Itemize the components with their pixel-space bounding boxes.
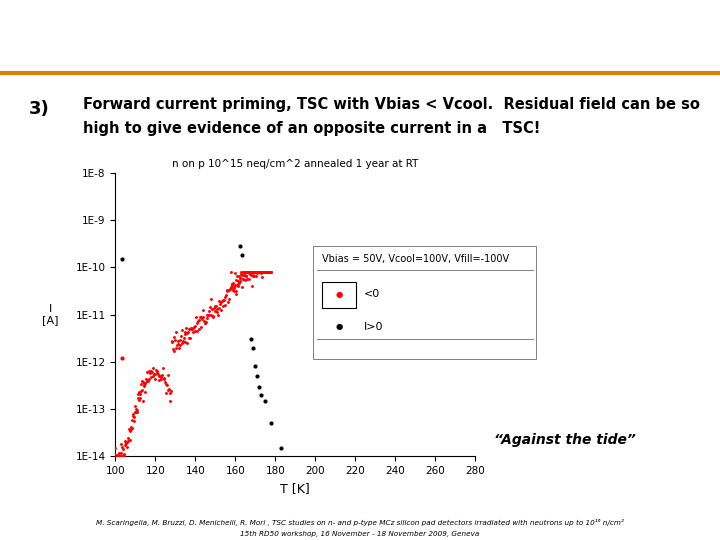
Text: 3): 3): [29, 100, 50, 118]
Text: Forward current priming, TSC with Vbias < Vcool.  Residual field can be so: Forward current priming, TSC with Vbias …: [83, 97, 700, 112]
Text: Vbias = 50V, Vcool=100V, Vfill=-100V: Vbias = 50V, Vcool=100V, Vfill=-100V: [322, 254, 509, 264]
Y-axis label: I
[A]: I [A]: [42, 303, 58, 325]
Text: “Against the tide”: “Against the tide”: [495, 433, 636, 447]
Title: n on p 10^15 neq/cm^2 annealed 1 year at RT: n on p 10^15 neq/cm^2 annealed 1 year at…: [172, 159, 418, 169]
X-axis label: T [K]: T [K]: [280, 482, 310, 495]
Text: I>0: I>0: [364, 322, 383, 332]
Text: ●: ●: [336, 290, 343, 299]
Text: 15th RD50 workshop, 16 November - 18 November 2009, Geneva: 15th RD50 workshop, 16 November - 18 Nov…: [240, 531, 480, 537]
Text: <0: <0: [364, 289, 380, 299]
Text: M. Scaringella, M. Bruzzi, D. Menichelli, R. Mori , TSC studies on n- and p-type: M. Scaringella, M. Bruzzi, D. Menichelli…: [96, 519, 624, 526]
Text: ●: ●: [336, 322, 343, 331]
Text: high to give evidence of an opposite current in a   TSC!: high to give evidence of an opposite cur…: [83, 122, 540, 137]
